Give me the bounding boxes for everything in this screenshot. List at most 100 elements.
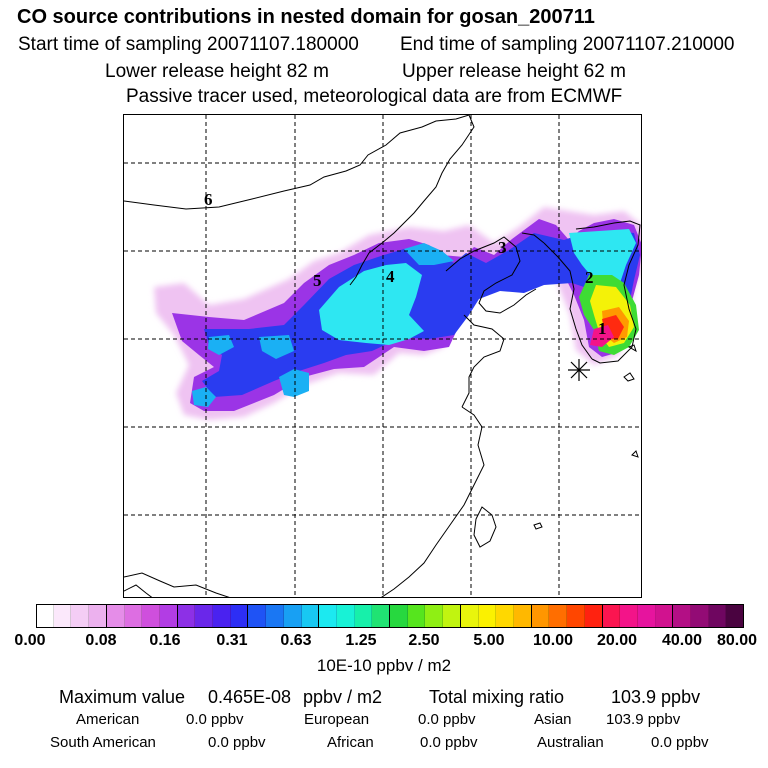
tracer-note: Passive tracer used, meteorological data… [126, 86, 623, 107]
colorbar-cell [549, 604, 568, 628]
asian-value: 103.9 ppbv [606, 711, 681, 728]
colorbar-cell [89, 604, 107, 628]
asian-label: Asian [534, 711, 572, 728]
colorbar-tick: 0.31 [216, 632, 248, 649]
total-mixing-ratio-value: 103.9 ppbv [611, 687, 701, 707]
colorbar-cell [36, 604, 54, 628]
colorbar-tick: 0.08 [85, 632, 117, 649]
colorbar-cell [496, 604, 514, 628]
plot-title: CO source contributions in nested domain… [17, 6, 595, 28]
colorbar-cell [53, 604, 72, 628]
american-label: American [76, 711, 140, 728]
island-1 [623, 372, 635, 382]
trajectory-label-5: 5 [313, 271, 322, 290]
southwest-border-2 [124, 584, 153, 597]
colorbar-cell [425, 604, 444, 628]
max-value-label: Maximum value [59, 687, 186, 707]
colorbar-cell [336, 604, 355, 628]
colorbar-cell [319, 604, 337, 628]
colorbar-cell [230, 604, 249, 628]
receptor-marker [568, 359, 590, 381]
colorbar-cell [266, 604, 284, 628]
china-mongolia-border [124, 115, 470, 210]
max-value-unit: ppbv / m2 [303, 687, 383, 707]
colorbar-tick: 0.63 [280, 632, 312, 649]
colorbar-cell [248, 604, 267, 628]
colorbar-cell [301, 604, 320, 628]
colorbar-cell [620, 604, 638, 628]
plume-cyan-core-3 [279, 369, 309, 397]
european-value: 0.0 ppbv [418, 711, 476, 728]
island-3 [533, 522, 543, 530]
island-2 [631, 450, 639, 458]
korea-east-coast [575, 220, 641, 364]
island-4 [627, 344, 637, 353]
colorbar-cell [159, 604, 178, 628]
plume-pink [590, 325, 614, 347]
korea-west-coast [543, 242, 593, 360]
colorbar-cell [71, 604, 90, 628]
colorbar-cell [354, 604, 373, 628]
australian-label: Australian [537, 734, 604, 751]
colorbar-tick: 1.25 [345, 632, 377, 649]
colorbar-tick: 40.00 [661, 632, 703, 649]
total-mixing-ratio-label: Total mixing ratio [429, 687, 565, 707]
colorbar-tick: 80.00 [716, 632, 758, 649]
colorbar-tick: 0.00 [14, 632, 46, 649]
colorbar-cell [655, 604, 674, 628]
colorbar-cell [106, 604, 125, 628]
map-panel: 1 2 3 4 5 6 [123, 114, 642, 598]
colorbar-cell [691, 604, 709, 628]
south-american-label: South American [50, 734, 156, 751]
colorbar-cell [177, 604, 196, 628]
east-china-coast [381, 406, 485, 597]
colorbar-cell [513, 604, 532, 628]
plume-cyan-core-4 [208, 335, 234, 355]
start-time-label: Start time of sampling 20071107.180000 [18, 34, 359, 55]
american-value: 0.0 ppbv [186, 711, 244, 728]
colorbar-cell [637, 604, 656, 628]
china-korea-border [521, 232, 545, 244]
colorbar-cell [390, 604, 408, 628]
plume-cyan-core-2 [404, 243, 454, 265]
max-value: 0.465E-08 [208, 687, 292, 707]
african-value: 0.0 ppbv [420, 734, 478, 751]
trajectory-label-6: 6 [204, 190, 213, 209]
plume-blue [202, 231, 640, 397]
colorbar-tick: 0.16 [149, 632, 181, 649]
map-canvas: 1 2 3 4 5 6 [124, 115, 641, 597]
colorbar-cell [142, 604, 160, 628]
colorbar-cell [602, 604, 621, 628]
trajectory-label-4: 4 [386, 267, 395, 286]
lower-release-label: Lower release height 82 m [105, 61, 329, 82]
bohai-coast [445, 236, 537, 314]
colorbar-cell [124, 604, 143, 628]
colorbar-cell [213, 604, 231, 628]
colorbar-cell [673, 604, 692, 628]
colorbar-cell [372, 604, 391, 628]
colorbar-cell [584, 604, 603, 628]
southwest-border [124, 572, 230, 597]
colorbar-tick: 20.00 [596, 632, 638, 649]
trajectory-label-2: 2 [585, 268, 594, 287]
colorbar-cell [283, 604, 302, 628]
colorbar-cell [531, 604, 550, 628]
south-american-value: 0.0 ppbv [208, 734, 266, 751]
end-time-label: End time of sampling 20071107.210000 [400, 34, 735, 55]
colorbar-tick: 2.50 [408, 632, 440, 649]
colorbar-cell [407, 604, 426, 628]
upper-release-label: Upper release height 62 m [402, 61, 626, 82]
colorbar-cell [726, 604, 745, 628]
northeast-border [349, 115, 475, 286]
plume-cyan-core-5 [259, 335, 294, 359]
plume-cyan-korea [569, 229, 636, 287]
african-label: African [327, 734, 374, 751]
colorbar-cell [567, 604, 585, 628]
colorbar-cell [443, 604, 461, 628]
lat-lon-grid [124, 115, 641, 597]
colorbar-tick: 10.00 [532, 632, 574, 649]
plume-cyan-core-6 [192, 387, 216, 407]
colorbar-cell [195, 604, 214, 628]
shandong-coast [461, 314, 505, 408]
plume-cyan-core-1 [319, 263, 424, 345]
